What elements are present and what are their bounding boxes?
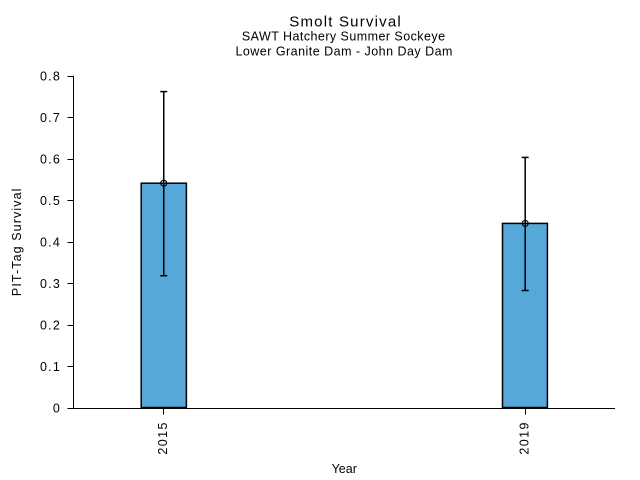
svg-text:0.6: 0.6 [40,153,61,167]
svg-text:0.8: 0.8 [40,70,61,84]
svg-text:Year: Year [332,462,357,476]
svg-text:Smolt Survival: Smolt Survival [289,14,402,31]
svg-text:0: 0 [53,401,61,415]
svg-text:PIT-Tag Survival: PIT-Tag Survival [10,187,24,296]
svg-text:0.4: 0.4 [40,236,61,250]
svg-text:2019: 2019 [518,421,532,454]
svg-text:0.1: 0.1 [40,360,61,374]
svg-text:2015: 2015 [156,421,170,454]
svg-text:0.5: 0.5 [40,194,61,208]
svg-text:Lower Granite Dam - John Day D: Lower Granite Dam - John Day Dam [235,45,453,59]
svg-text:0.2: 0.2 [40,319,61,333]
svg-text:SAWT Hatchery Summer Sockeye: SAWT Hatchery Summer Sockeye [242,30,446,44]
svg-text:0.3: 0.3 [40,277,61,291]
svg-text:0.7: 0.7 [40,111,61,125]
